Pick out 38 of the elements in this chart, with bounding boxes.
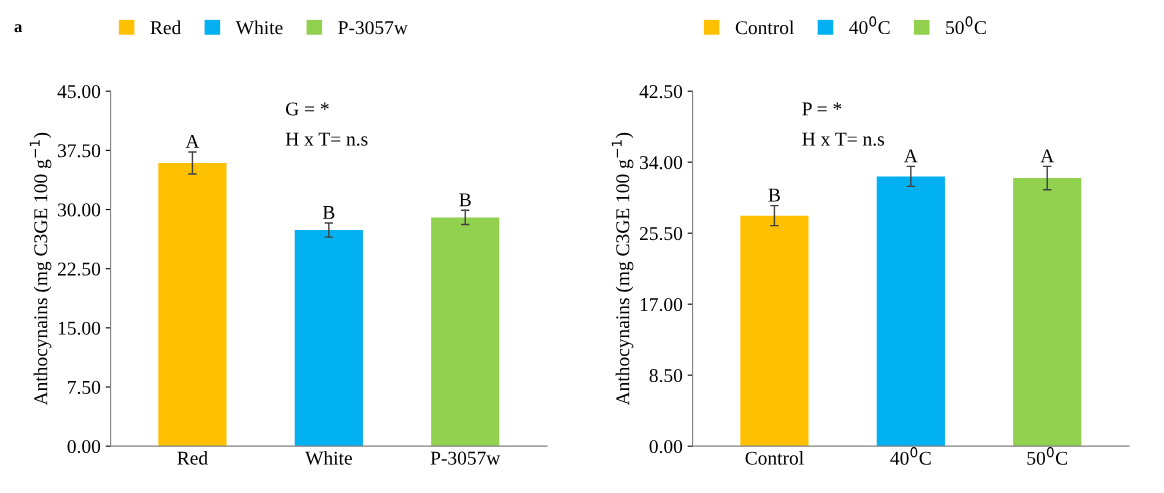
annotation: H x T= n.s: [285, 132, 368, 146]
annotation: A: [904, 149, 918, 163]
annotation: A: [185, 134, 200, 148]
annotation: B: [459, 193, 471, 207]
y-tick-label: 22.50: [57, 262, 101, 276]
x-tick-label: P-3057w: [430, 451, 501, 465]
legend-label: P-3057w: [338, 21, 408, 35]
legend-label: 50$^{0}$C: [946, 16, 986, 35]
x-tick-label: 40$^{0}$C: [890, 447, 931, 465]
x-tick-label: White: [305, 451, 352, 465]
annotation: B: [322, 206, 335, 219]
y-tick-label: 34.00: [640, 156, 683, 170]
y-tick-label: 17.00: [640, 298, 683, 312]
legend-label: Red: [150, 20, 182, 35]
legend-label: Control: [735, 20, 794, 35]
annotation: P = *: [802, 102, 842, 116]
y-tick-label: 37.50: [58, 144, 101, 158]
y-tick-label: 7.50: [68, 380, 101, 395]
y-tick-label: 0.00: [649, 439, 683, 454]
x-tick-label: Red: [177, 451, 208, 465]
annotation: A: [1040, 149, 1055, 163]
y-tick-label: 42.50: [639, 85, 683, 99]
legend-label: 40$^{0}$C: [849, 16, 890, 35]
legend-label: White: [235, 20, 283, 35]
annotation: H x T= n.s: [802, 132, 884, 146]
y-tick-label: 0.00: [67, 439, 101, 454]
annotation: G = *: [285, 102, 329, 116]
x-tick-label: 50$^{0}$C: [1027, 447, 1068, 465]
y-tick-label: 15.00: [58, 321, 101, 335]
y-tick-label: 8.50: [649, 368, 683, 383]
y-axis-title: Anthocynains (mg C3GE 100 g$^{−1}$): [611, 132, 634, 406]
y-tick-label: 45.00: [57, 85, 101, 99]
annotation: B: [768, 188, 780, 202]
y-tick-label: 25.50: [639, 227, 683, 241]
y-tick-label: 30.00: [58, 203, 101, 217]
y-axis-title: Anthocynains (mg C3GE 100 g$^{−1}$): [29, 132, 52, 406]
x-tick-label: Control: [745, 451, 804, 465]
text: a: [14, 24, 23, 33]
